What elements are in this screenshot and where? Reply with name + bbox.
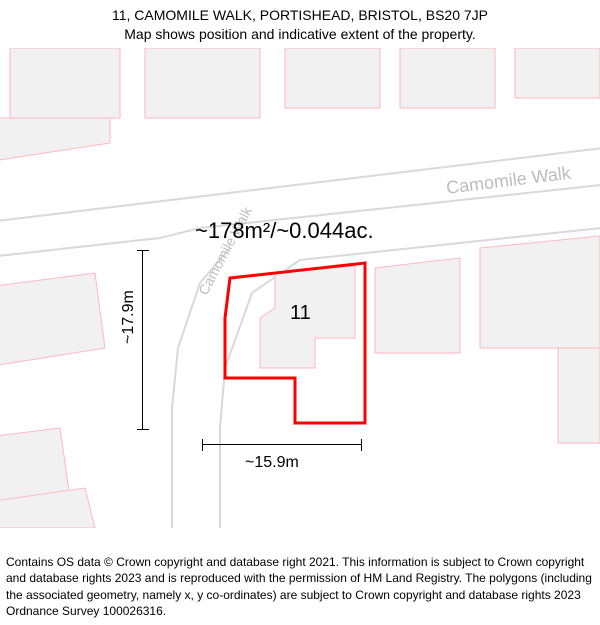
dimension-bar-vertical <box>142 250 143 430</box>
subtitle-line: Map shows position and indicative extent… <box>0 25 600 44</box>
map-svg <box>0 48 600 528</box>
area-label: ~178m²/~0.044ac. <box>195 218 374 244</box>
dimension-bar-horizontal <box>202 444 362 445</box>
dimension-width: ~15.9m <box>245 454 299 472</box>
map-canvas: Camomile Walk Camomile Walk ~178m²/~0.04… <box>0 48 600 528</box>
map-figure: { "header": { "address": "11, CAMOMILE W… <box>0 0 600 625</box>
address-line: 11, CAMOMILE WALK, PORTISHEAD, BRISTOL, … <box>0 6 600 25</box>
dimension-height: ~17.9m <box>120 290 138 344</box>
map-title-block: 11, CAMOMILE WALK, PORTISHEAD, BRISTOL, … <box>0 6 600 44</box>
copyright-footer: Contains OS data © Crown copyright and d… <box>6 554 594 619</box>
property-number: 11 <box>290 302 311 325</box>
